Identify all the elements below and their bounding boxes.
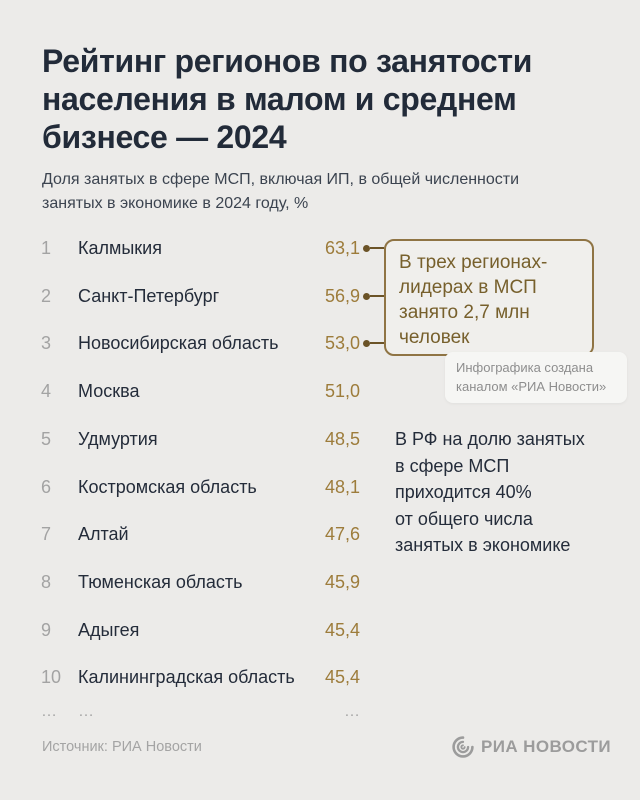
note-text: занятых в экономике bbox=[395, 535, 571, 555]
logo-text: РИА НОВОСТИ bbox=[481, 737, 611, 756]
rank-number: 3 bbox=[41, 333, 52, 353]
rank-number: 7 bbox=[41, 524, 52, 544]
note-text: В РФ на долю занятых bbox=[395, 429, 585, 449]
credit-badge: Инфографика создана каналом «РИА Новости… bbox=[445, 352, 627, 403]
value-ellipsis: … bbox=[344, 703, 360, 720]
rank-number: 1 bbox=[41, 238, 52, 258]
page-title: Рейтинг регионов по занятости населения … bbox=[42, 43, 533, 155]
share-value: 51,0 bbox=[324, 381, 360, 401]
share-value: 45,9 bbox=[324, 572, 360, 592]
region-name: Санкт-Петербург bbox=[78, 286, 220, 306]
connector-dot bbox=[363, 292, 370, 300]
connector-line bbox=[370, 247, 384, 249]
share-value: 56,9 bbox=[324, 286, 360, 306]
table-row: 4 Москва 51,0 bbox=[41, 379, 360, 403]
rank-number: 2 bbox=[41, 286, 52, 306]
region-name: Москва bbox=[78, 381, 140, 401]
region-name: Калмыкия bbox=[78, 238, 162, 258]
region-name: Новосибирская область bbox=[78, 333, 279, 353]
source-label: Источник: РИА Новости bbox=[42, 739, 202, 755]
leaders-callout: В трех регионах- лидерах в МСП занято 2,… bbox=[384, 239, 594, 356]
connector-dot bbox=[363, 339, 370, 347]
rf-share-note: В РФ на долю занятых в сфере МСП приходи… bbox=[395, 426, 635, 559]
callout-text: занято 2,7 млн bbox=[399, 302, 530, 323]
share-value: 53,0 bbox=[324, 333, 360, 353]
rank-number: 8 bbox=[41, 572, 52, 592]
share-value: 48,5 bbox=[324, 429, 360, 449]
region-name: Адыгея bbox=[78, 620, 140, 640]
connector-line bbox=[370, 342, 384, 344]
table-row: 3 Новосибирская область 53,0 bbox=[41, 331, 360, 355]
region-ellipsis: … bbox=[78, 703, 94, 720]
rank-ellipsis: … bbox=[41, 703, 57, 720]
region-name: Тюменская область bbox=[78, 572, 243, 592]
share-value: 63,1 bbox=[324, 238, 360, 258]
note-text: в сфере МСП bbox=[395, 455, 510, 476]
table-row: 9 Адыгея 45,4 bbox=[41, 618, 360, 642]
rank-number: 6 bbox=[41, 477, 52, 497]
table-row: 5 Удмуртия 48,5 bbox=[41, 427, 360, 451]
share-value: 45,4 bbox=[324, 667, 360, 687]
table-row: 7 Алтай 47,6 bbox=[41, 522, 360, 546]
share-value: 45,4 bbox=[324, 620, 360, 640]
callout-text: В трех регионах- bbox=[399, 252, 548, 273]
share-value: 48,1 bbox=[324, 477, 360, 497]
table-row: 6 Костромская область 48,1 bbox=[41, 475, 360, 499]
credit-text: каналом «РИА Новости» bbox=[456, 379, 607, 394]
region-name: Калининградская область bbox=[78, 667, 295, 687]
connector-dot bbox=[363, 244, 370, 252]
table-row: 1 Калмыкия 63,1 bbox=[41, 236, 360, 260]
rank-number: 10 bbox=[41, 667, 62, 687]
connector-line bbox=[370, 295, 384, 297]
table-row: 2 Санкт-Петербург 56,9 bbox=[41, 284, 360, 308]
table-row: 8 Тюменская область 45,9 bbox=[41, 570, 360, 594]
region-name: Удмуртия bbox=[78, 429, 158, 449]
note-text: от общего числа bbox=[395, 508, 533, 529]
share-value: 47,6 bbox=[324, 524, 360, 544]
table-row-ellipsis: … … … bbox=[41, 700, 360, 724]
table-row: 10 Калининградская область 45,4 bbox=[41, 665, 360, 689]
callout-text: лидерах в МСП bbox=[399, 277, 537, 298]
region-name: Костромская область bbox=[78, 477, 257, 497]
ria-globe-icon bbox=[452, 736, 474, 758]
ria-novosti-logo: РИА НОВОСТИ bbox=[452, 735, 611, 759]
rank-number: 5 bbox=[41, 429, 52, 449]
page-subtitle: Доля занятых в сфере МСП, включая ИП, в … bbox=[42, 171, 520, 212]
callout-text: человек bbox=[399, 327, 470, 348]
rank-number: 9 bbox=[41, 620, 52, 640]
region-name: Алтай bbox=[78, 524, 129, 544]
note-text: приходится 40% bbox=[395, 482, 532, 502]
credit-text: Инфографика создана bbox=[456, 360, 594, 375]
rank-number: 4 bbox=[41, 381, 52, 401]
